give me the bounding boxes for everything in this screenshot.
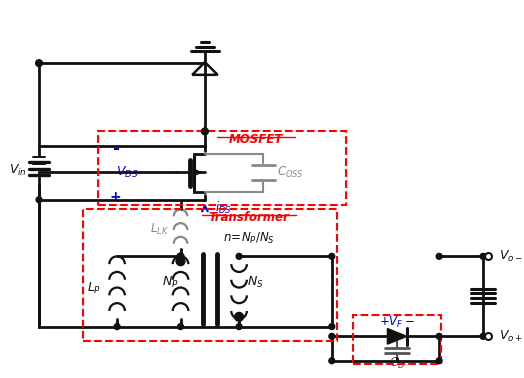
Circle shape (176, 257, 185, 266)
Text: $+V_F-$: $+V_F-$ (379, 315, 415, 330)
Bar (83, 209, 336, 341)
Text: $V_{DS}$: $V_{DS}$ (116, 165, 138, 180)
Circle shape (236, 253, 242, 259)
Circle shape (329, 253, 335, 259)
Circle shape (114, 324, 120, 330)
Text: Transformer: Transformer (209, 211, 289, 224)
Text: $n\!=\!N_P/N_S$: $n\!=\!N_P/N_S$ (223, 231, 275, 246)
Circle shape (480, 253, 486, 259)
Circle shape (436, 358, 442, 364)
Circle shape (202, 128, 209, 135)
Circle shape (480, 333, 486, 339)
Polygon shape (387, 328, 407, 344)
Text: $i_{DS}$: $i_{DS}$ (215, 200, 231, 215)
Circle shape (436, 333, 442, 339)
Text: MOSFET: MOSFET (228, 133, 283, 146)
Bar (353, 315, 441, 364)
Text: -: - (112, 140, 118, 158)
Text: $C_{OSS}$: $C_{OSS}$ (277, 165, 304, 180)
Circle shape (36, 197, 42, 203)
Text: $L_{LK}$: $L_{LK}$ (149, 222, 169, 237)
Circle shape (329, 333, 335, 339)
Circle shape (178, 324, 183, 330)
Circle shape (436, 253, 442, 259)
Text: +: + (110, 190, 121, 204)
Text: $C_D$: $C_D$ (389, 356, 405, 371)
Circle shape (36, 60, 42, 67)
Circle shape (236, 324, 242, 330)
Text: $V_{in}$: $V_{in}$ (8, 163, 27, 178)
Text: $N_P$: $N_P$ (162, 275, 179, 290)
Text: $V_{o+}$: $V_{o+}$ (499, 329, 522, 344)
Text: $L_P$: $L_P$ (86, 281, 101, 296)
Circle shape (329, 358, 335, 364)
Circle shape (235, 313, 244, 321)
Bar (97, 132, 346, 204)
Circle shape (329, 324, 335, 330)
Text: $N_S$: $N_S$ (247, 275, 264, 290)
Circle shape (177, 253, 184, 260)
Text: $V_{o-}$: $V_{o-}$ (499, 249, 522, 264)
